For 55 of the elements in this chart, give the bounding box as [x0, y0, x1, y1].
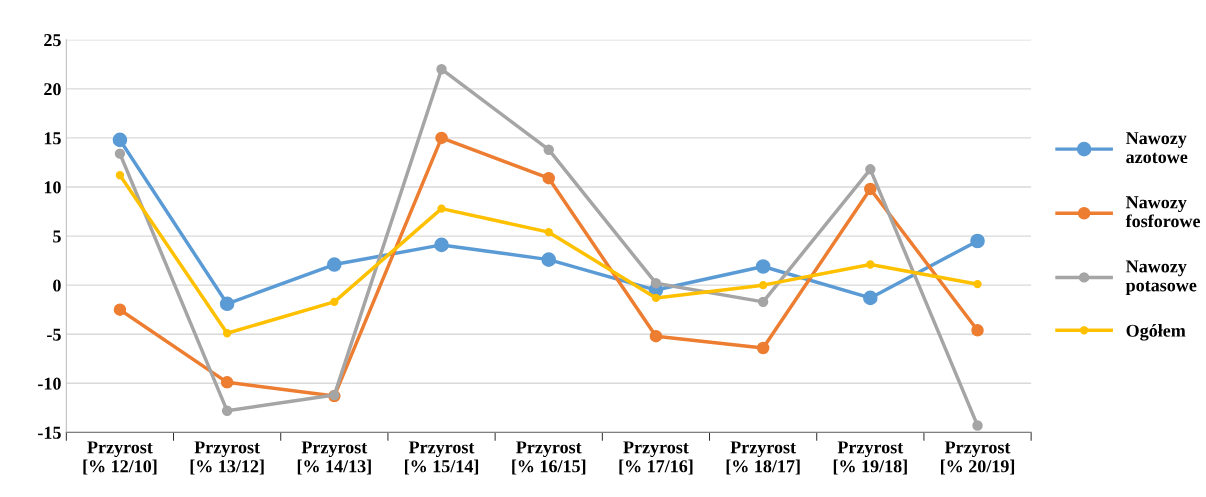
x-tick-label: Przyrost [% 19/18]: [833, 441, 907, 475]
point: [649, 329, 663, 343]
x-tick-label: Przyrost [% 18/17]: [726, 441, 800, 475]
y-tick-label: -10: [38, 377, 61, 390]
y-tick-label: 5: [53, 230, 61, 243]
y-tick-label: 10: [44, 181, 61, 194]
y-tick-label: -5: [47, 328, 61, 341]
point: [970, 233, 985, 249]
point: [756, 341, 770, 355]
point: [435, 131, 448, 145]
point: [864, 182, 877, 196]
legend-label: Nawozy potasowe: [1125, 260, 1197, 296]
legend-label: Nawozy azotowe: [1125, 132, 1188, 164]
legend-label: Ogółem: [1126, 324, 1186, 341]
point: [437, 204, 446, 213]
point: [114, 148, 126, 159]
y-tick-label: 20: [44, 83, 61, 96]
point: [222, 329, 232, 338]
x-tick-label: Przyrost [% 16/15]: [512, 441, 586, 475]
point: [113, 303, 127, 316]
point: [221, 405, 233, 417]
point: [219, 296, 235, 312]
point: [112, 132, 128, 148]
x-tick-label: Przyrost [% 12/10]: [83, 441, 157, 475]
point: [865, 164, 876, 175]
point: [758, 280, 768, 290]
point: [757, 296, 769, 308]
y-tick-label: 0: [53, 279, 61, 292]
legend-label: Nawozy fosforowe: [1125, 196, 1201, 228]
point: [544, 227, 553, 237]
point: [436, 63, 447, 75]
x-tick-label: Przyrost [% 14/13]: [297, 441, 371, 475]
point: [543, 144, 554, 155]
y-tick-label: 25: [44, 34, 61, 47]
point: [330, 297, 339, 307]
x-tick-label: Przyrost [% 13/12]: [190, 441, 264, 475]
point: [973, 280, 982, 289]
point: [863, 290, 878, 306]
x-tick-label: Przyrost [% 17/16]: [619, 441, 693, 475]
point: [972, 420, 983, 431]
point: [541, 252, 557, 267]
point: [866, 260, 875, 269]
point: [542, 171, 555, 185]
point: [650, 277, 662, 289]
y-tick-label: -15: [38, 426, 61, 439]
y-tick-label: 15: [44, 132, 61, 145]
point: [755, 259, 771, 274]
x-tick-label: Przyrost [% 20/19]: [941, 441, 1015, 475]
point: [115, 171, 125, 180]
point: [327, 257, 342, 272]
point: [220, 376, 234, 389]
point: [971, 324, 984, 337]
x-tick-label: Przyrost [% 15/14]: [405, 441, 479, 475]
point: [651, 293, 661, 303]
point: [434, 237, 449, 253]
